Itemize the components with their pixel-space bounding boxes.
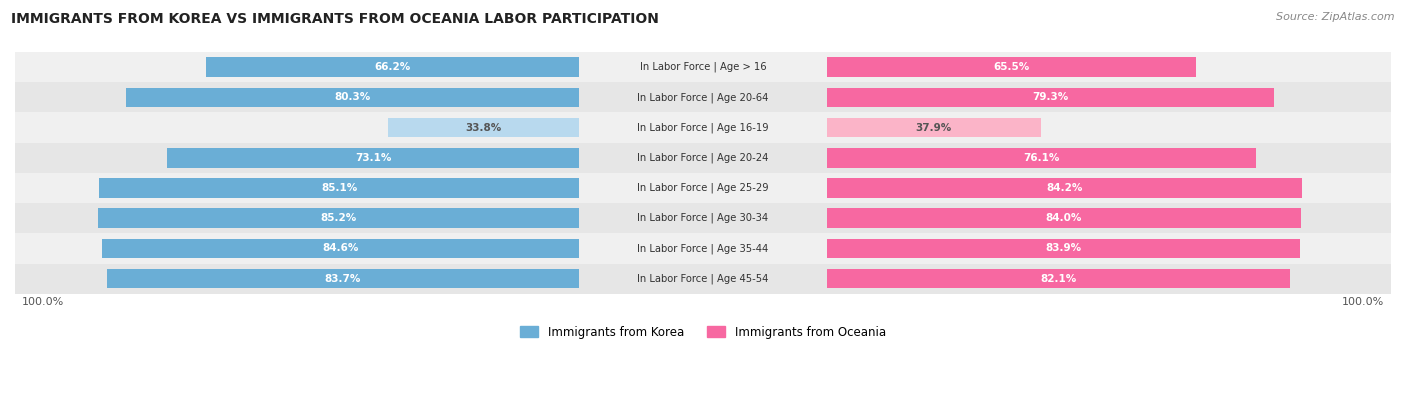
Text: 84.0%: 84.0% xyxy=(1046,213,1083,223)
Text: 85.1%: 85.1% xyxy=(321,183,357,193)
Bar xyxy=(15,82,1391,113)
Bar xyxy=(15,203,1391,233)
Bar xyxy=(107,269,579,288)
Text: 85.2%: 85.2% xyxy=(321,213,357,223)
Bar xyxy=(98,209,579,228)
Text: In Labor Force | Age 20-24: In Labor Force | Age 20-24 xyxy=(637,152,769,163)
Bar xyxy=(15,52,1391,82)
Bar xyxy=(205,57,579,77)
Text: 83.9%: 83.9% xyxy=(1046,243,1081,254)
Text: 76.1%: 76.1% xyxy=(1024,153,1060,163)
Bar xyxy=(827,148,1256,167)
Bar xyxy=(827,209,1301,228)
Bar xyxy=(827,88,1274,107)
Text: In Labor Force | Age 45-54: In Labor Force | Age 45-54 xyxy=(637,273,769,284)
Bar xyxy=(15,263,1391,294)
Text: In Labor Force | Age 30-34: In Labor Force | Age 30-34 xyxy=(637,213,769,224)
Text: 33.8%: 33.8% xyxy=(465,122,502,133)
Legend: Immigrants from Korea, Immigrants from Oceania: Immigrants from Korea, Immigrants from O… xyxy=(516,321,890,343)
Bar xyxy=(167,148,579,167)
Text: Source: ZipAtlas.com: Source: ZipAtlas.com xyxy=(1277,12,1395,22)
Text: In Labor Force | Age 25-29: In Labor Force | Age 25-29 xyxy=(637,183,769,193)
Text: 100.0%: 100.0% xyxy=(1341,297,1384,307)
Bar xyxy=(101,239,579,258)
Text: In Labor Force | Age 16-19: In Labor Force | Age 16-19 xyxy=(637,122,769,133)
Text: 83.7%: 83.7% xyxy=(325,274,361,284)
Text: In Labor Force | Age 35-44: In Labor Force | Age 35-44 xyxy=(637,243,769,254)
Text: 84.2%: 84.2% xyxy=(1046,183,1083,193)
Bar xyxy=(127,88,579,107)
Bar xyxy=(15,113,1391,143)
Text: 100.0%: 100.0% xyxy=(22,297,65,307)
Bar xyxy=(15,143,1391,173)
Bar xyxy=(827,239,1301,258)
Text: In Labor Force | Age 20-64: In Labor Force | Age 20-64 xyxy=(637,92,769,103)
Text: 79.3%: 79.3% xyxy=(1032,92,1069,102)
Bar xyxy=(827,57,1197,77)
Text: IMMIGRANTS FROM KOREA VS IMMIGRANTS FROM OCEANIA LABOR PARTICIPATION: IMMIGRANTS FROM KOREA VS IMMIGRANTS FROM… xyxy=(11,12,659,26)
Text: In Labor Force | Age > 16: In Labor Force | Age > 16 xyxy=(640,62,766,72)
Text: 84.6%: 84.6% xyxy=(322,243,359,254)
Text: 80.3%: 80.3% xyxy=(335,92,371,102)
Text: 65.5%: 65.5% xyxy=(994,62,1029,72)
Bar xyxy=(388,118,579,137)
Bar xyxy=(827,269,1291,288)
Text: 82.1%: 82.1% xyxy=(1040,274,1077,284)
Text: 73.1%: 73.1% xyxy=(354,153,391,163)
Text: 37.9%: 37.9% xyxy=(915,122,952,133)
Bar xyxy=(15,173,1391,203)
Bar xyxy=(827,178,1302,198)
Bar xyxy=(15,233,1391,263)
Text: 66.2%: 66.2% xyxy=(374,62,411,72)
Bar xyxy=(98,178,579,198)
Bar xyxy=(827,118,1040,137)
